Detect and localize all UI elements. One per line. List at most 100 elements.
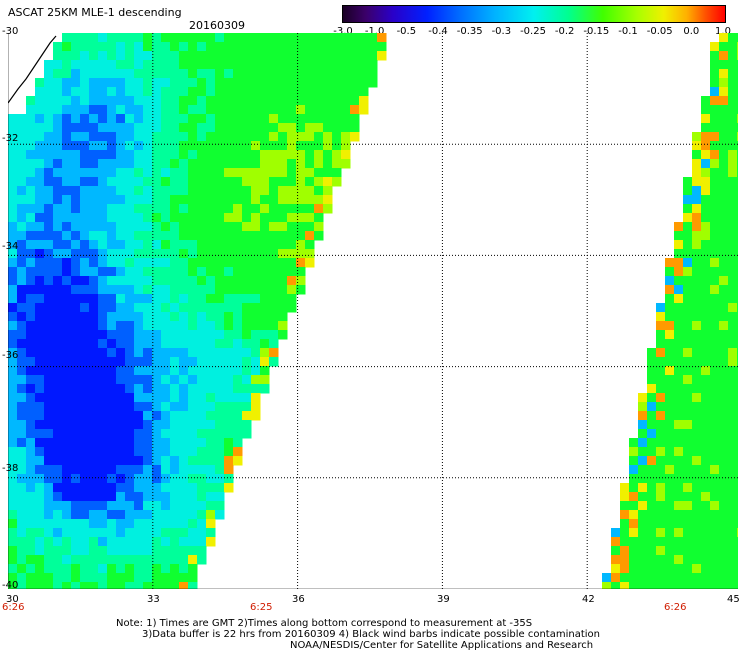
wind-cell	[62, 276, 72, 286]
wind-cell	[719, 348, 729, 358]
wind-cell	[152, 60, 162, 70]
wind-cell	[719, 402, 729, 412]
wind-cell	[251, 87, 261, 97]
wind-cell	[665, 492, 675, 502]
wind-cell	[728, 213, 738, 223]
wind-cell	[251, 141, 261, 151]
wind-cell	[332, 42, 342, 52]
wind-cell	[179, 150, 189, 160]
wind-cell	[8, 447, 18, 457]
wind-cell	[80, 501, 90, 511]
wind-cell	[35, 429, 45, 439]
wind-cell	[728, 258, 738, 268]
wind-cell	[665, 582, 675, 589]
wind-cell	[62, 114, 72, 124]
wind-cell	[674, 537, 684, 547]
wind-cell	[98, 330, 108, 340]
wind-cell	[143, 267, 153, 277]
wind-cell	[224, 177, 234, 187]
wind-cell	[665, 393, 675, 403]
wind-cell	[62, 51, 72, 61]
wind-cell	[215, 375, 225, 385]
wind-cell	[188, 411, 198, 421]
wind-cell	[647, 546, 657, 556]
wind-cell	[53, 348, 63, 358]
wind-cell	[215, 267, 225, 277]
wind-cell	[152, 492, 162, 502]
wind-cell	[170, 141, 180, 151]
wind-cell	[278, 231, 288, 241]
wind-cell	[53, 312, 63, 322]
wind-cell	[233, 195, 243, 205]
wind-cell	[53, 420, 63, 430]
wind-cell	[251, 357, 261, 367]
wind-cell	[710, 258, 720, 268]
wind-cell	[152, 294, 162, 304]
wind-cell	[107, 69, 117, 79]
wind-cell	[287, 42, 297, 52]
wind-cell	[323, 141, 333, 151]
wind-cell	[44, 357, 54, 367]
wind-cell	[332, 150, 342, 160]
wind-cell	[89, 384, 99, 394]
wind-cell	[44, 249, 54, 259]
wind-cell	[215, 456, 225, 466]
wind-cell	[62, 564, 72, 574]
wind-cell	[53, 483, 63, 493]
wind-cell	[305, 240, 315, 250]
wind-cell	[242, 168, 252, 178]
wind-cell	[719, 384, 729, 394]
wind-cell	[296, 51, 306, 61]
wind-cell	[242, 222, 252, 232]
wind-cell	[260, 294, 270, 304]
wind-cell	[170, 537, 180, 547]
wind-cell	[323, 78, 333, 88]
wind-cell	[107, 510, 117, 520]
wind-cell	[62, 285, 72, 295]
wind-cell	[62, 546, 72, 556]
wind-cell	[656, 321, 666, 331]
wind-cell	[44, 276, 54, 286]
wind-cell	[170, 528, 180, 538]
wind-cell	[62, 582, 72, 589]
wind-cell	[8, 141, 18, 151]
wind-cell	[179, 357, 189, 367]
wind-cell	[35, 564, 45, 574]
wind-cell	[116, 438, 126, 448]
wind-cell	[701, 105, 711, 115]
wind-cell	[296, 123, 306, 133]
wind-cell	[296, 105, 306, 115]
wind-cell	[143, 96, 153, 106]
wind-cell	[71, 168, 81, 178]
wind-cell	[728, 285, 738, 295]
wind-cell	[665, 438, 675, 448]
wind-cell	[134, 456, 144, 466]
wind-cell	[53, 429, 63, 439]
wind-cell	[737, 276, 738, 286]
wind-cell	[53, 258, 63, 268]
wind-cell	[197, 294, 207, 304]
color-scale-label: -0.2	[554, 26, 575, 37]
wind-cell	[80, 330, 90, 340]
wind-cell	[143, 141, 153, 151]
wind-cell	[737, 582, 738, 589]
wind-cell	[26, 312, 36, 322]
wind-cell	[314, 186, 324, 196]
wind-cell	[188, 204, 198, 214]
wind-cell	[134, 447, 144, 457]
wind-cell	[53, 474, 63, 484]
wind-cell	[53, 87, 63, 97]
wind-cell	[152, 96, 162, 106]
wind-cell	[719, 150, 729, 160]
wind-cell	[629, 537, 639, 547]
wind-cell	[719, 249, 729, 259]
wind-cell	[296, 96, 306, 106]
wind-cell	[215, 393, 225, 403]
wind-cell	[107, 420, 117, 430]
wind-cell	[737, 213, 738, 223]
wind-cell	[692, 186, 702, 196]
wind-cell	[233, 438, 243, 448]
wind-cell	[143, 294, 153, 304]
wind-cell	[701, 357, 711, 367]
wind-cell	[89, 60, 99, 70]
